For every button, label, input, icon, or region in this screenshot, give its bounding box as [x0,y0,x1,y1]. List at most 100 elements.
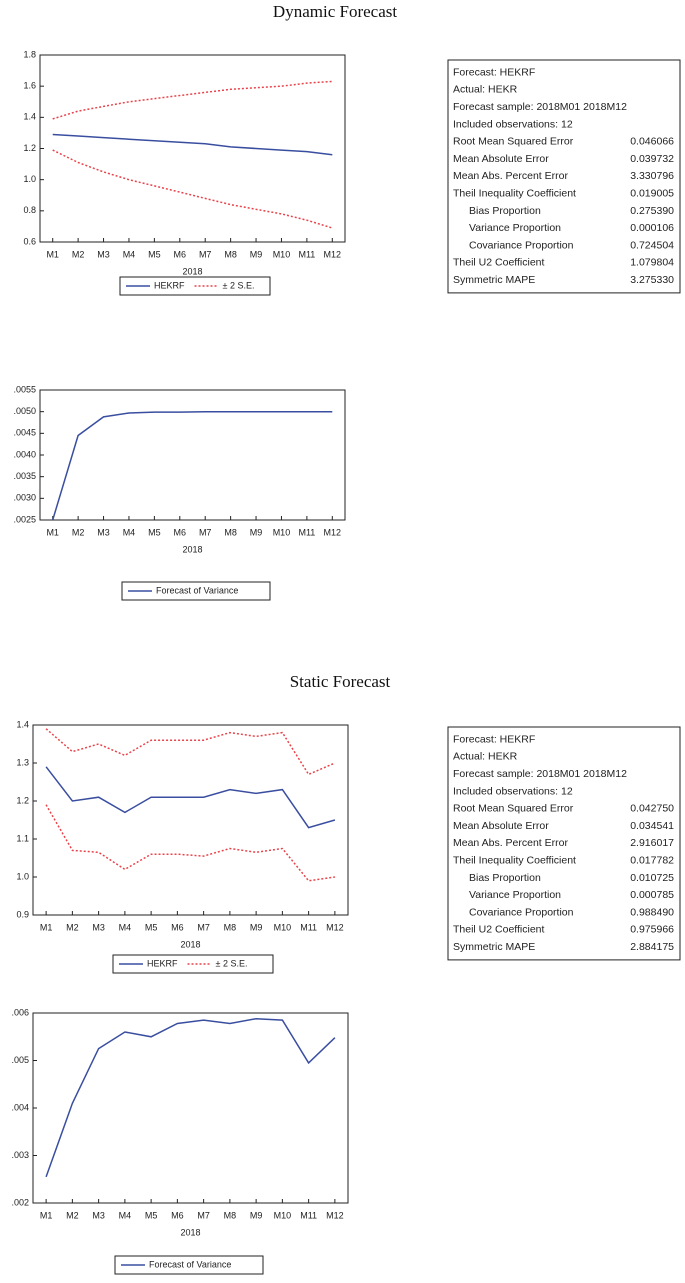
series-line [45,804,336,882]
stat-label: Covariance Proportion [469,239,574,251]
series-line [45,728,336,776]
y-tick-label: 1.8 [23,49,36,59]
y-tick-label: .002 [11,1197,29,1207]
plot-frame [32,1012,349,1204]
x-tick-label: M12 [324,249,342,259]
stat-label: Forecast sample: 2018M01 2018M12 [453,101,627,113]
x-tick-label: M7 [197,1210,210,1220]
y-tick-label: .0045 [13,428,36,438]
y-tick-label: .003 [11,1150,29,1160]
y-tick-label: 1.4 [23,112,36,122]
y-tick-label: 1.6 [23,81,36,91]
y-tick-label: 1.0 [23,174,36,184]
stat-label: Actual: HEKR [453,84,518,96]
stat-value: 2.884175 [630,941,674,953]
x-tick-label: M5 [148,527,161,537]
stat-value: 0.988490 [630,906,674,918]
x-tick-label: M11 [298,249,315,259]
stats-table [447,59,681,294]
y-tick-label: 0.8 [23,205,36,215]
x-tick-label: M11 [298,527,315,537]
x-tick-label: M5 [148,249,161,259]
x-tick-label: M6 [171,1210,184,1220]
x-tick-label: M6 [171,922,184,932]
stat-value: 0.000785 [630,889,674,901]
stat-label: Variance Proportion [469,222,561,234]
series-line [45,1017,336,1178]
x-tick-label: M2 [66,922,79,932]
x-tick-label: M12 [326,1210,344,1220]
stat-label: Theil Inequality Coefficient [453,855,576,867]
x-tick-label: M12 [326,922,344,932]
x-tick-label: M11 [300,1210,317,1220]
stat-label: Forecast: HEKRF [453,66,535,78]
stat-label: Included observations: 12 [453,785,573,797]
stat-value: 0.017782 [630,855,674,867]
stat-value: 0.000106 [630,222,674,234]
x-tick-label: M1 [46,249,59,259]
stat-label: Bias Proportion [469,205,541,217]
stat-label: Covariance Proportion [469,906,574,918]
x-tick-label: M4 [119,922,132,932]
x-tick-label: M8 [224,527,237,537]
y-tick-label: .006 [11,1007,29,1017]
y-tick-label: .005 [11,1055,29,1065]
stat-value: 0.039732 [630,153,674,165]
x-tick-label: M2 [72,527,85,537]
x-tick-label: M6 [174,527,187,537]
stat-label: Root Mean Squared Error [453,803,574,815]
plot-frame [39,389,346,521]
stat-value: 1.079804 [630,257,674,269]
x-tick-label: M3 [97,527,110,537]
stat-value: 0.275390 [630,205,674,217]
x-axis-label: 2018 [180,939,200,949]
stat-label: Mean Abs. Percent Error [453,837,568,849]
x-tick-label: M1 [40,1210,53,1220]
x-tick-label: M7 [199,527,212,537]
stat-label: Symmetric MAPE [453,941,535,953]
x-tick-label: M10 [273,249,291,259]
x-tick-label: M3 [97,249,110,259]
x-tick-label: M6 [174,249,187,259]
y-tick-label: .0030 [13,493,36,503]
y-tick-label: .0040 [13,449,36,459]
stat-label: Symmetric MAPE [453,274,535,286]
stat-label: Mean Abs. Percent Error [453,170,568,182]
x-tick-label: M8 [224,1210,237,1220]
stat-label: Theil U2 Coefficient [453,924,545,936]
x-tick-label: M2 [72,249,85,259]
y-tick-label: .0050 [13,406,36,416]
plot-frame [39,54,346,243]
x-axis-label: 2018 [182,266,202,276]
y-tick-label: .0035 [13,471,36,481]
y-tick-label: 1.0 [16,871,29,881]
legend-label: Forecast of Variance [156,585,238,595]
stat-value: 0.724504 [630,239,674,251]
section-heading: Dynamic Forecast [273,2,397,21]
x-tick-label: M10 [274,922,292,932]
x-tick-label: M5 [145,922,158,932]
x-tick-label: M4 [119,1210,132,1220]
stat-value: 3.275330 [630,274,674,286]
series-line [51,410,333,521]
stat-label: Actual: HEKR [453,751,518,763]
legend-label: ± 2 S.E. [216,958,248,968]
stat-value: 0.019005 [630,188,674,200]
x-tick-label: M1 [46,527,59,537]
series-line [52,80,333,120]
stat-value: 0.042750 [630,803,674,815]
plot-frame [32,724,349,916]
section-heading: Static Forecast [290,672,391,691]
x-axis-label: 2018 [180,1227,200,1237]
y-tick-label: 1.2 [23,143,36,153]
stat-value: 0.010725 [630,872,674,884]
stat-value: 2.916017 [630,837,674,849]
y-tick-label: 1.2 [16,795,29,805]
legend-box [114,1255,264,1275]
stat-value: 0.046066 [630,136,674,148]
stat-value: 0.034541 [630,820,674,832]
stat-value: 3.330796 [630,170,674,182]
y-tick-label: 0.6 [23,236,36,246]
x-tick-label: M12 [324,527,342,537]
x-tick-label: M10 [274,1210,292,1220]
